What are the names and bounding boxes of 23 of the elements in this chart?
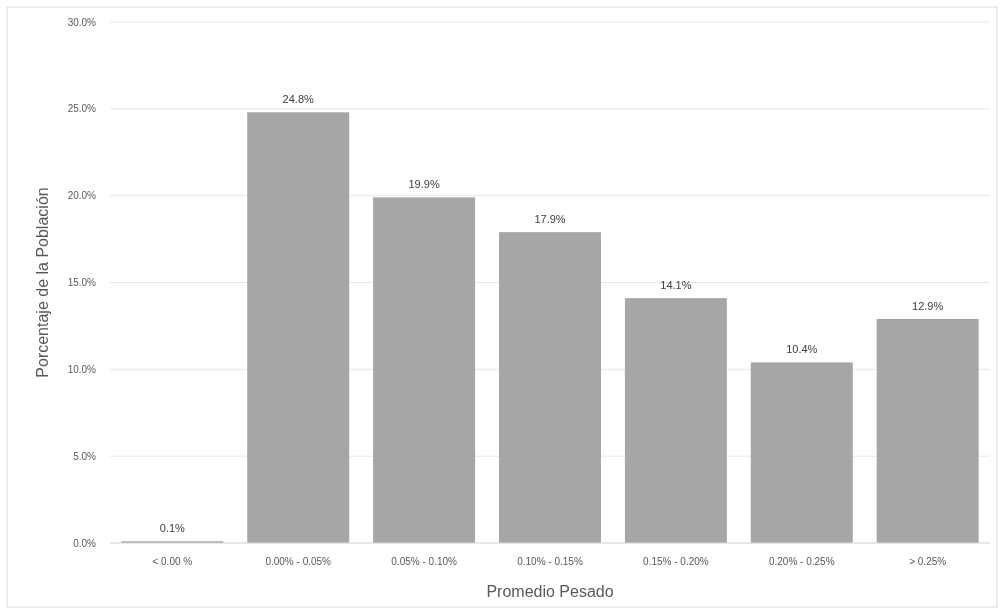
data-label: 10.4% (786, 343, 818, 356)
x-tick-label: 0.20% - 0.25% (768, 556, 835, 567)
y-tick-label: 25.0% (67, 103, 97, 115)
x-tick-label: 0.00% - 0.05% (265, 556, 332, 567)
data-label: 19.9% (408, 178, 440, 191)
y-tick-label: 5.0% (73, 450, 97, 462)
y-tick-label: 0.0% (73, 537, 97, 549)
data-label: 17.9% (534, 213, 566, 226)
x-tick-label: 0.15% - 0.20% (643, 556, 709, 567)
y-axis-title: Porcentaje de la Población (34, 187, 51, 378)
y-tick-label: 30.0% (67, 16, 97, 28)
y-tick-label: 15.0% (67, 277, 97, 288)
x-tick-label: < 0.00 % (152, 556, 193, 567)
y-tick-label: 10.0% (67, 363, 97, 375)
data-label: 14.1% (660, 279, 692, 292)
data-label: 0.1% (159, 522, 186, 535)
y-tick-label: 20.0% (67, 190, 97, 202)
x-tick-label: 0.10% - 0.15% (517, 556, 583, 567)
x-axis-title: Promedio Pesado (486, 583, 614, 600)
data-label: 12.9% (912, 299, 944, 312)
data-label: 24.8% (282, 93, 315, 106)
x-tick-label: > 0.25% (909, 556, 947, 567)
x-tick-label: 0.05% - 0.10% (391, 556, 458, 567)
